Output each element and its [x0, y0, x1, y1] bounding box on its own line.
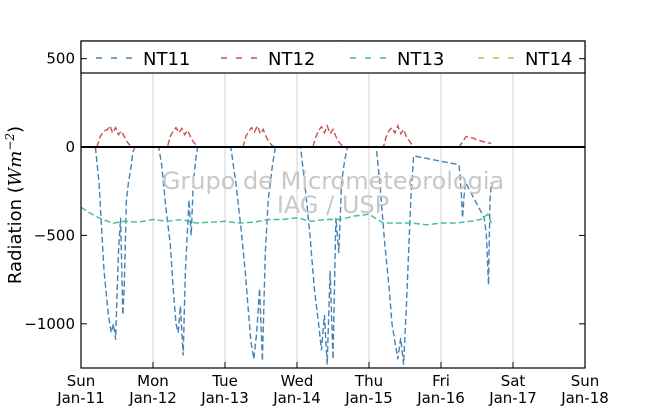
- x-tick-label-day-1: Mon: [137, 372, 169, 390]
- y-tick-label-0: 500: [46, 50, 75, 68]
- y-tick-label-3: −1000: [24, 315, 75, 333]
- grid-lines: [152, 41, 514, 368]
- x-tick-label-date-0: Jan-11: [56, 389, 105, 407]
- y-axis-label-close: ): [5, 126, 26, 133]
- x-tick-label-date-2: Jan-13: [200, 389, 249, 407]
- legend: NT11 NT12 NT13 NT14: [80, 40, 586, 74]
- x-tick-label-day-0: Sun: [67, 372, 96, 390]
- legend-box: [80, 40, 586, 74]
- x-tick-label-day-5: Fri: [432, 372, 450, 390]
- x-tick-label-date-3: Jan-14: [272, 389, 321, 407]
- series-nt13-line: [80, 206, 493, 226]
- y-tick-label-1: 0: [65, 138, 75, 156]
- y-axis-label-unit: Wm: [5, 151, 26, 187]
- x-tick-label-date-7: Jan-18: [560, 389, 609, 407]
- legend-label-nt11: NT11: [143, 49, 190, 70]
- y-axis-label-exponent: −2: [3, 133, 17, 151]
- x-tick-label-date-1: Jan-12: [128, 389, 177, 407]
- x-tick-label-date-6: Jan-17: [488, 389, 537, 407]
- legend-label-nt13: NT13: [397, 49, 444, 70]
- series-nt11-line: [94, 146, 493, 365]
- y-tick-label-2: −500: [34, 226, 75, 244]
- x-tick-label-day-6: Sat: [501, 372, 526, 390]
- y-axis: 500 0 −500 −1000: [24, 50, 585, 333]
- x-axis: SunJan-11MonJan-12TueJan-13WedJan-14ThuJ…: [56, 362, 609, 407]
- series-nt12-line: [96, 123, 492, 148]
- y-axis-label-text: Radiation (: [5, 186, 26, 284]
- watermark-line-2: IAG / USP: [277, 191, 389, 219]
- x-tick-label-date-5: Jan-16: [416, 389, 465, 407]
- watermark-line-1: Grupo de Micrometeorologia: [162, 167, 504, 195]
- x-tick-label-date-4: Jan-15: [344, 389, 393, 407]
- x-tick-label-day-4: Thu: [354, 372, 383, 390]
- legend-label-nt14: NT14: [525, 49, 572, 70]
- legend-label-nt12: NT12: [268, 49, 315, 70]
- x-tick-label-day-2: Tue: [211, 372, 238, 390]
- x-tick-label-day-3: Wed: [281, 372, 314, 390]
- y-axis-label: Radiation (Wm−2): [3, 126, 26, 284]
- x-tick-label-day-7: Sun: [571, 372, 600, 390]
